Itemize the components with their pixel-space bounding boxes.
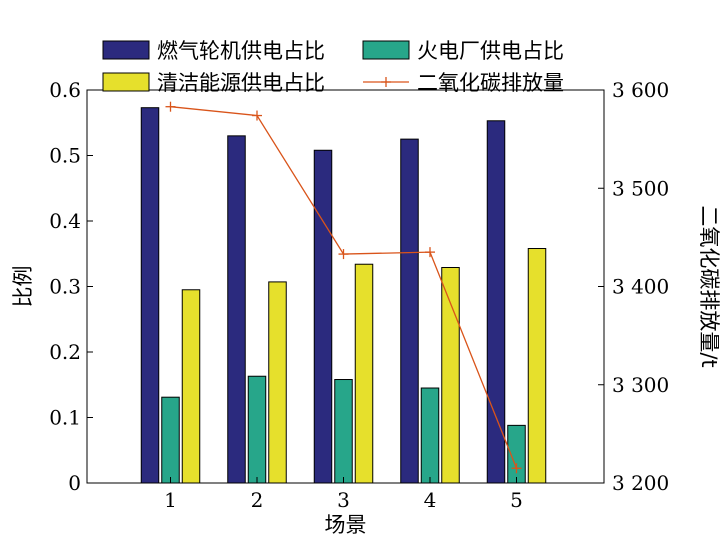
left-tick-label: 0.6 <box>49 78 81 102</box>
bar-series1-cat3 <box>313 149 333 484</box>
right-tick-label: 3 600 <box>612 78 669 102</box>
bar-series2-cat1 <box>161 396 180 484</box>
x-tick-label: 1 <box>164 488 177 512</box>
bar-series1-cat2 <box>227 135 246 484</box>
emission-point-cat1 <box>165 101 176 112</box>
left-tick-label: 0.1 <box>49 406 81 430</box>
legend-item-3: 清洁能源供电占比 <box>102 71 325 95</box>
legend-swatch <box>102 40 150 60</box>
legend-item-2: 火电厂供电占比 <box>362 39 564 63</box>
x-axis-title: 场景 <box>325 513 367 537</box>
legend-swatch <box>362 40 410 60</box>
emission-point-cat3 <box>338 249 349 260</box>
left-axis-title: 比例 <box>11 266 35 308</box>
bar-series1-cat1 <box>140 107 160 484</box>
x-tick-label: 4 <box>424 488 437 512</box>
legend-label: 清洁能源供电占比 <box>157 71 325 95</box>
legend-item-1: 燃气轮机供电占比 <box>102 39 325 63</box>
legend-swatch <box>102 72 150 92</box>
legend-label: 燃气轮机供电占比 <box>157 39 325 63</box>
left-tick-label: 0.2 <box>49 340 81 364</box>
right-tick-label: 3 500 <box>612 176 669 200</box>
bar-series2-cat4 <box>420 387 440 484</box>
bar-series2-cat3 <box>334 379 353 484</box>
right-axis-title: 二氧化碳排放量/t <box>697 205 721 367</box>
bar-series2-cat2 <box>247 375 267 484</box>
bar-series1-cat5 <box>486 120 506 484</box>
bar-series1-cat4 <box>400 138 419 484</box>
x-tick-label: 3 <box>337 488 350 512</box>
bar-series3-cat3 <box>354 263 374 484</box>
ticks-group: 0 0.1 0.2 0.3 0.4 0.5 0.6 3 200 3 300 3 400 3 500 3… <box>49 78 669 512</box>
emission-point-cat4 <box>425 247 435 258</box>
left-tick-label: 0.4 <box>49 209 81 233</box>
right-tick-label: 3 400 <box>612 275 669 299</box>
axis-labels-group: 场景 比例 二氧化碳排放量/t <box>11 205 721 537</box>
bar-series3-cat5 <box>527 248 547 484</box>
bar-series3-cat2 <box>268 281 287 484</box>
x-tick-label: 2 <box>251 488 264 512</box>
bar-series3-cat1 <box>181 289 201 484</box>
bar-series3-cat4 <box>441 267 460 484</box>
emission-line-group <box>165 101 522 474</box>
left-tick-label: 0 <box>68 471 81 495</box>
left-tick-label: 0.3 <box>49 275 81 299</box>
x-tick-label: 5 <box>510 488 523 512</box>
bars-group <box>140 107 547 484</box>
legend-label: 火电厂供电占比 <box>417 39 564 63</box>
right-tick-label: 3 300 <box>612 373 669 397</box>
right-tick-label: 3 200 <box>612 471 669 495</box>
legend-item-4: 二氧化碳排放量 <box>363 71 564 95</box>
emission-point-cat2 <box>252 110 262 121</box>
emission-point-cat5 <box>511 463 522 474</box>
legend-label: 二氧化碳排放量 <box>417 71 564 95</box>
left-tick-label: 0.5 <box>49 144 81 168</box>
